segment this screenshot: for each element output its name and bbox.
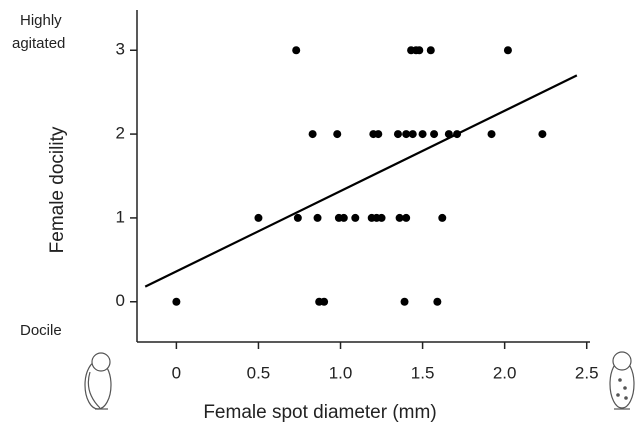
data-point xyxy=(313,213,322,222)
data-point xyxy=(503,46,512,55)
x-tick-label: 1.0 xyxy=(329,363,353,382)
data-point xyxy=(333,130,342,139)
x-tick-label: 2.5 xyxy=(575,363,599,382)
data-point xyxy=(308,130,317,139)
y-tick-label: 0 xyxy=(116,291,125,310)
data-point xyxy=(293,213,302,222)
data-point xyxy=(538,130,547,139)
y-tick-label: 2 xyxy=(116,124,125,143)
data-point xyxy=(433,297,442,306)
data-point xyxy=(426,46,435,55)
annotation: Docile xyxy=(20,322,62,339)
data-point xyxy=(400,297,409,306)
data-point xyxy=(415,46,424,55)
data-point xyxy=(254,213,263,222)
data-point xyxy=(292,46,301,55)
data-point xyxy=(395,213,404,222)
data-point xyxy=(402,130,411,139)
data-point xyxy=(402,213,411,222)
x-axis-label: Female spot diameter (mm) xyxy=(203,402,436,423)
data-point xyxy=(487,130,496,139)
owl-agitated-icon xyxy=(609,351,635,410)
data-point xyxy=(339,213,348,222)
annotation: agitated xyxy=(12,35,65,52)
owl-docile-icon xyxy=(84,352,112,410)
data-point xyxy=(320,297,329,306)
x-tick-label: 0.5 xyxy=(247,363,271,382)
annotation: Highly xyxy=(20,12,62,29)
y-tick-label: 3 xyxy=(116,40,125,59)
x-tick-label: 1.5 xyxy=(411,363,435,382)
data-point xyxy=(377,213,386,222)
data-point xyxy=(408,130,417,139)
data-point xyxy=(172,297,181,306)
x-tick-label: 0 xyxy=(172,363,181,382)
y-tick-label: 1 xyxy=(116,207,125,226)
data-point xyxy=(418,130,427,139)
trend-line xyxy=(144,74,578,288)
data-point xyxy=(351,213,360,222)
x-tick-label: 2.0 xyxy=(493,363,517,382)
y-axis-label: Female docility xyxy=(47,126,68,253)
data-point xyxy=(393,130,402,139)
data-point xyxy=(430,130,439,139)
data-point xyxy=(438,213,447,222)
data-point xyxy=(374,130,383,139)
